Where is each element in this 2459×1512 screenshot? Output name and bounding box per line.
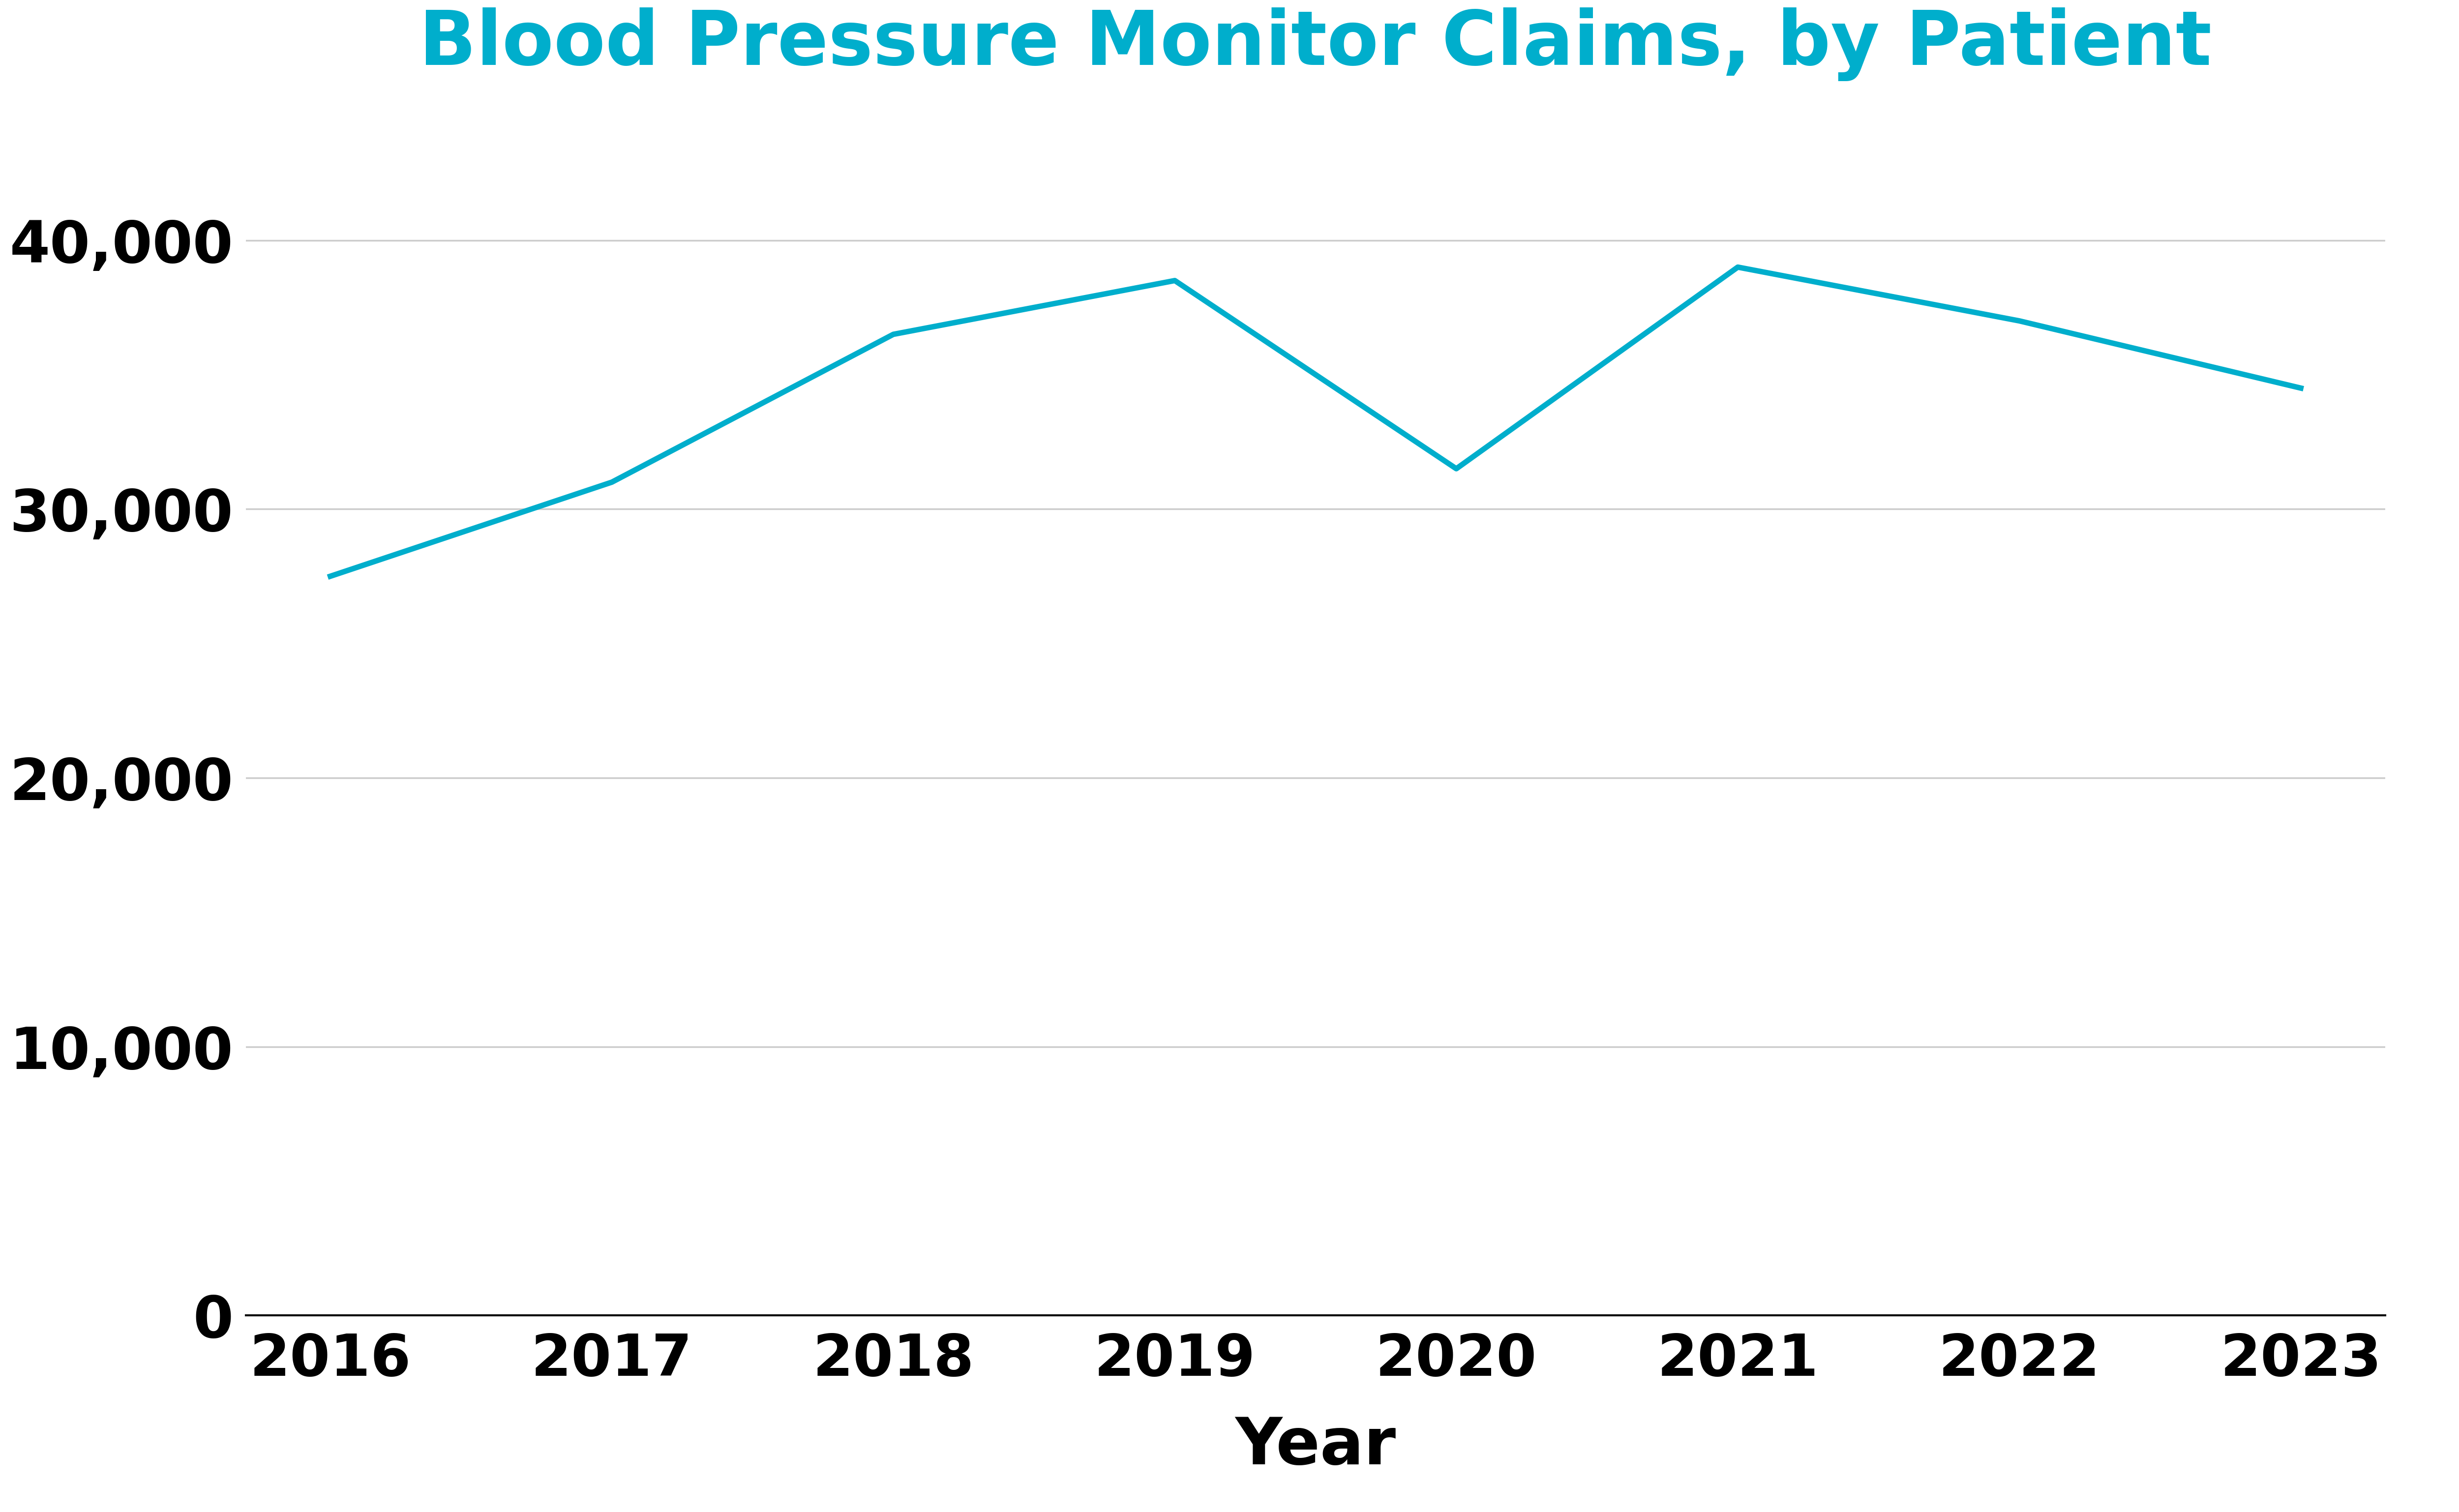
X-axis label: Year: Year <box>1234 1415 1397 1477</box>
Title: Blood Pressure Monitor Claims, by Patient: Blood Pressure Monitor Claims, by Patien… <box>418 8 2213 82</box>
